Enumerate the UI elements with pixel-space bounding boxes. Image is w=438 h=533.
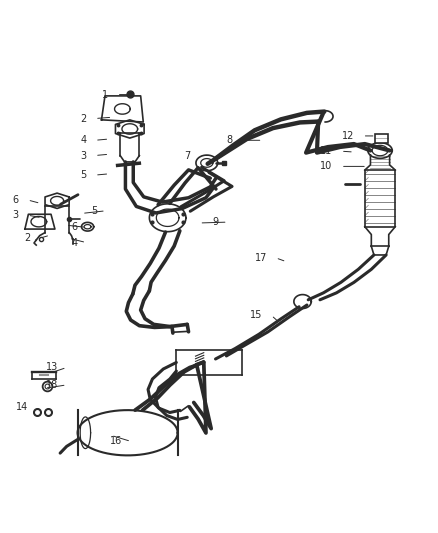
Text: 3: 3: [13, 210, 19, 220]
Text: 6: 6: [71, 222, 78, 232]
Text: 10: 10: [320, 161, 332, 172]
Text: 5: 5: [80, 170, 86, 180]
Text: 12: 12: [342, 131, 354, 141]
Text: 13: 13: [46, 362, 58, 373]
Text: 5: 5: [91, 206, 97, 216]
Text: 8: 8: [226, 135, 232, 146]
Text: 9: 9: [213, 217, 219, 227]
Text: 16: 16: [110, 437, 122, 447]
Text: 3: 3: [80, 150, 86, 160]
Text: 2: 2: [80, 114, 86, 124]
Text: 6: 6: [13, 195, 19, 205]
Text: 11: 11: [320, 146, 332, 156]
Text: 4: 4: [71, 238, 78, 247]
Text: 7: 7: [184, 150, 191, 160]
Bar: [375, 134, 389, 143]
Text: 14: 14: [16, 402, 28, 411]
Text: 17: 17: [254, 253, 267, 263]
Text: 2: 2: [25, 233, 31, 243]
Text: 18: 18: [46, 380, 58, 390]
Text: 15: 15: [250, 310, 262, 320]
Text: 1: 1: [102, 90, 108, 100]
Text: 4: 4: [80, 135, 86, 146]
